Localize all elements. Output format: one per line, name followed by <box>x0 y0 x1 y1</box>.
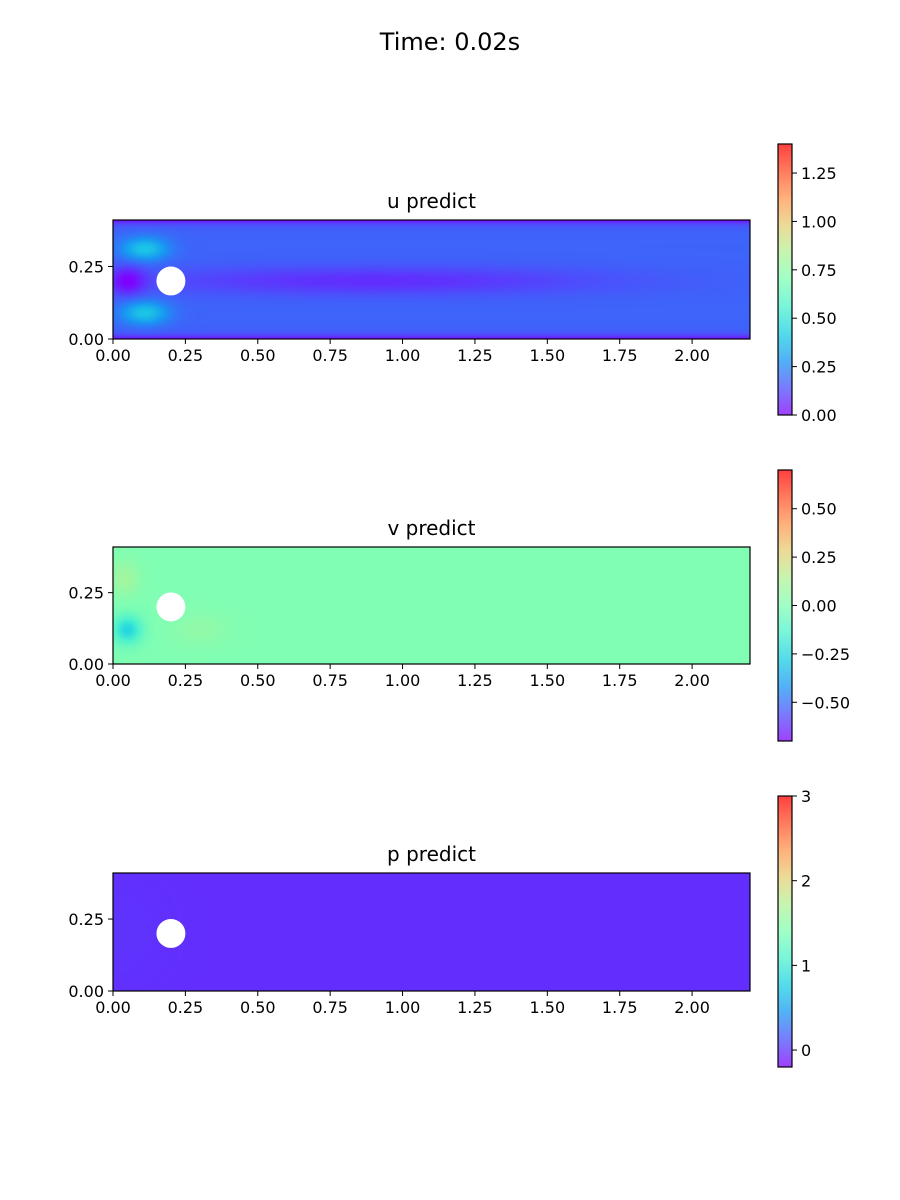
panel-2: p predict 0.00 0.25 0.50 0.75 1.00 1.25 1.50 1.7… <box>68 787 811 1068</box>
panel-title: p predict <box>387 842 476 866</box>
colorbar-tick-label: 0.00 <box>801 597 837 616</box>
cylinder-obstacle <box>156 266 186 296</box>
x-tick-label: 1.00 <box>385 671 421 690</box>
figure-title: Time: 0.02s <box>379 28 520 56</box>
x-tick-label: 0.50 <box>240 671 276 690</box>
colorbar-tick-label: 2 <box>801 872 811 891</box>
x-tick-label: 0.75 <box>312 998 348 1017</box>
y-tick-label: 0.00 <box>68 330 104 349</box>
colorbar: 0.50 0.25 0.00 −0.25 −0.50 <box>777 469 850 742</box>
x-tick-label: 1.50 <box>530 346 566 365</box>
heatmap-image <box>113 220 750 339</box>
x-tick-label: 0.50 <box>240 998 276 1017</box>
y-tick-label: 0.25 <box>68 584 104 603</box>
axes-frame <box>112 872 751 992</box>
x-tick-label: 1.75 <box>602 998 638 1017</box>
colorbar-tick-label: 0.25 <box>801 358 837 377</box>
x-tick-label: 1.75 <box>602 671 638 690</box>
x-tick-label: 0.75 <box>312 671 348 690</box>
cylinder-obstacle <box>156 592 186 622</box>
colorbar-tick-label: 1.00 <box>801 212 837 231</box>
panel-title: u predict <box>387 189 476 213</box>
x-tick-label: 0.50 <box>240 346 276 365</box>
heatmap-image <box>113 547 750 664</box>
x-tick-label: 0.25 <box>168 998 204 1017</box>
x-tick-label: 1.00 <box>385 998 421 1017</box>
axes-frame <box>112 219 751 340</box>
colorbar: 0.00 0.25 0.50 0.75 1.00 1.25 <box>777 143 837 425</box>
heatmap-image <box>113 873 750 991</box>
x-tick-label: 2.00 <box>674 671 710 690</box>
x-tick-label: 1.25 <box>457 346 493 365</box>
cylinder-obstacle <box>156 918 186 948</box>
colorbar-bar <box>777 469 793 742</box>
x-tick-label: 2.00 <box>674 346 710 365</box>
y-tick-label: 0.00 <box>68 655 104 674</box>
x-tick-label: 0.00 <box>95 671 131 690</box>
panels: u predict 0.00 0.25 0.50 0.75 1.00 1.25 1.50 1.7… <box>68 143 850 1068</box>
colorbar: 0 1 2 3 <box>777 787 811 1068</box>
x-tick-label: 1.25 <box>457 998 493 1017</box>
x-tick-label: 2.00 <box>674 998 710 1017</box>
colorbar-bar <box>777 143 793 416</box>
colorbar-tick-label: 0.00 <box>801 406 837 425</box>
axes-frame <box>112 546 751 665</box>
colorbar-tick-label: 0 <box>801 1041 811 1060</box>
x-tick-label: 1.25 <box>457 671 493 690</box>
y-tick-label: 0.00 <box>68 982 104 1001</box>
colorbar-tick-label: 1.25 <box>801 164 837 183</box>
x-tick-label: 0.25 <box>168 671 204 690</box>
x-tick-label: 0.75 <box>312 346 348 365</box>
x-tick-label: 0.00 <box>95 998 131 1017</box>
colorbar-tick-label: 1 <box>801 956 811 975</box>
colorbar-tick-label: 0.25 <box>801 548 837 567</box>
panel-1: v predict 0.00 0.25 0.50 0.75 1.00 1.25 1.50 1.7… <box>68 469 850 742</box>
colorbar-tick-label: 0.50 <box>801 500 837 519</box>
x-tick-label: 1.00 <box>385 346 421 365</box>
colorbar-tick-label: 0.50 <box>801 309 837 328</box>
x-tick-label: 1.50 <box>530 998 566 1017</box>
x-tick-label: 0.00 <box>95 346 131 365</box>
x-tick-label: 0.25 <box>168 346 204 365</box>
colorbar-tick-label: −0.50 <box>801 693 850 712</box>
colorbar-tick-label: 0.75 <box>801 261 837 280</box>
y-tick-label: 0.25 <box>68 910 104 929</box>
x-tick-label: 1.50 <box>530 671 566 690</box>
colorbar-tick-label: −0.25 <box>801 645 850 664</box>
colorbar-bar <box>777 795 793 1068</box>
y-tick-label: 0.25 <box>68 257 104 276</box>
x-tick-label: 1.75 <box>602 346 638 365</box>
panel-0: u predict 0.00 0.25 0.50 0.75 1.00 1.25 1.50 1.7… <box>68 143 837 425</box>
colorbar-tick-label: 3 <box>801 787 811 806</box>
panel-title: v predict <box>387 516 475 540</box>
